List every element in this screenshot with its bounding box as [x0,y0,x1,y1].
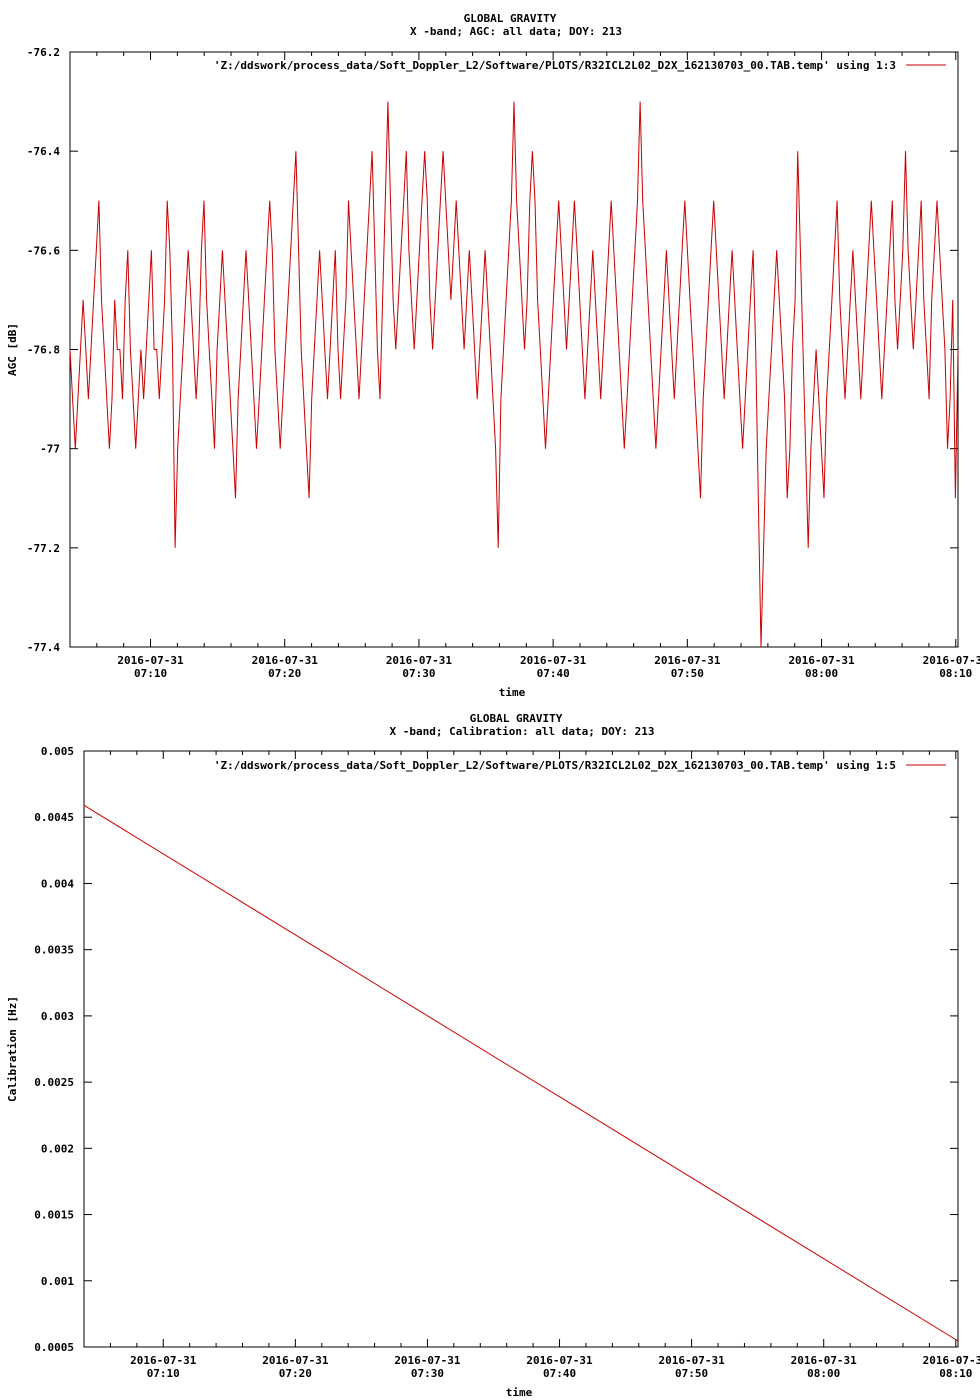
y-tick-label: -76.8 [27,344,60,357]
x-tick-date: 2016-07-31 [923,654,980,667]
y-tick-label: 0.004 [41,877,74,890]
y-tick-label: -77 [40,443,60,456]
y-tick-label: 0.005 [41,745,74,758]
x-tick-date: 2016-07-31 [130,1354,197,1367]
x-tick-time: 08:10 [939,667,972,680]
x-tick-date: 2016-07-31 [658,1354,725,1367]
y-tick-label: 0.0025 [34,1076,74,1089]
x-tick-date: 2016-07-31 [386,654,453,667]
x-tick-time: 07:20 [279,1367,312,1380]
x-tick-time: 07:30 [402,667,435,680]
x-axis-label: time [499,686,526,699]
x-tick-time: 07:40 [543,1367,576,1380]
legend-label: 'Z:/ddswork/process_data/Soft_Doppler_L2… [214,759,896,772]
chart-subtitle: X -band; Calibration: all data; DOY: 213 [390,725,655,738]
y-tick-label: 0.003 [41,1010,74,1023]
series-line [69,101,959,648]
x-tick-time: 08:00 [807,1367,840,1380]
y-tick-label: 0.0045 [34,811,74,824]
y-tick-label: -77.2 [27,542,60,555]
x-tick-time: 07:20 [268,667,301,680]
x-tick-date: 2016-07-31 [520,654,587,667]
x-tick-time: 07:10 [147,1367,180,1380]
plot-frame [83,750,959,1348]
x-tick-date: 2016-07-31 [252,654,319,667]
series-line [83,804,959,1342]
x-tick-date: 2016-07-31 [394,1354,461,1367]
chart-title: GLOBAL GRAVITY [470,712,563,725]
x-axis-label: time [506,1386,533,1399]
y-axis-label: Calibration [Hz] [6,996,19,1102]
y-tick-label: 0.002 [41,1142,74,1155]
legend-label: 'Z:/ddswork/process_data/Soft_Doppler_L2… [214,59,896,72]
x-tick-time: 07:10 [134,667,167,680]
x-tick-time: 07:30 [411,1367,444,1380]
x-tick-time: 07:40 [537,667,570,680]
y-tick-label: 0.0005 [34,1341,74,1354]
plot-frame [69,51,959,648]
y-tick-label: -77.4 [27,641,60,654]
x-tick-date: 2016-07-31 [791,1354,858,1367]
y-axis-label: AGC [dB] [6,323,19,376]
x-tick-time: 07:50 [675,1367,708,1380]
x-tick-date: 2016-07-31 [262,1354,329,1367]
x-tick-time: 08:00 [805,667,838,680]
y-tick-label: -76.2 [27,46,60,59]
y-tick-label: 0.0015 [34,1209,74,1222]
x-tick-date: 2016-07-31 [526,1354,593,1367]
x-tick-date: 2016-07-31 [788,654,855,667]
x-tick-date: 2016-07-31 [117,654,184,667]
chart-subtitle: X -band; AGC: all data; DOY: 213 [410,25,622,38]
x-tick-time: 08:10 [939,1367,972,1380]
chart-title: GLOBAL GRAVITY [464,12,557,25]
y-tick-label: -76.4 [27,145,60,158]
y-tick-label: -76.6 [27,244,60,257]
x-tick-date: 2016-07-31 [923,1354,980,1367]
y-tick-label: 0.001 [41,1275,74,1288]
x-tick-date: 2016-07-31 [654,654,721,667]
x-tick-time: 07:50 [671,667,704,680]
y-tick-label: 0.0035 [34,944,74,957]
